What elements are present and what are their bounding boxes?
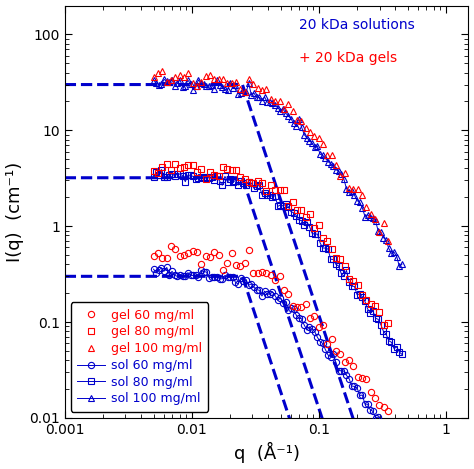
Text: 20 kDa solutions: 20 kDa solutions [299, 18, 415, 32]
Legend: gel 60 mg/ml, gel 80 mg/ml, gel 100 mg/ml, sol 60 mg/ml, sol 80 mg/ml, sol 100 m: gel 60 mg/ml, gel 80 mg/ml, gel 100 mg/m… [71, 303, 209, 412]
Text: + 20 kDa gels: + 20 kDa gels [299, 51, 397, 65]
Y-axis label: I(q)  (cm⁻¹): I(q) (cm⁻¹) [6, 162, 24, 262]
X-axis label: q  (Å⁻¹): q (Å⁻¹) [234, 442, 300, 463]
